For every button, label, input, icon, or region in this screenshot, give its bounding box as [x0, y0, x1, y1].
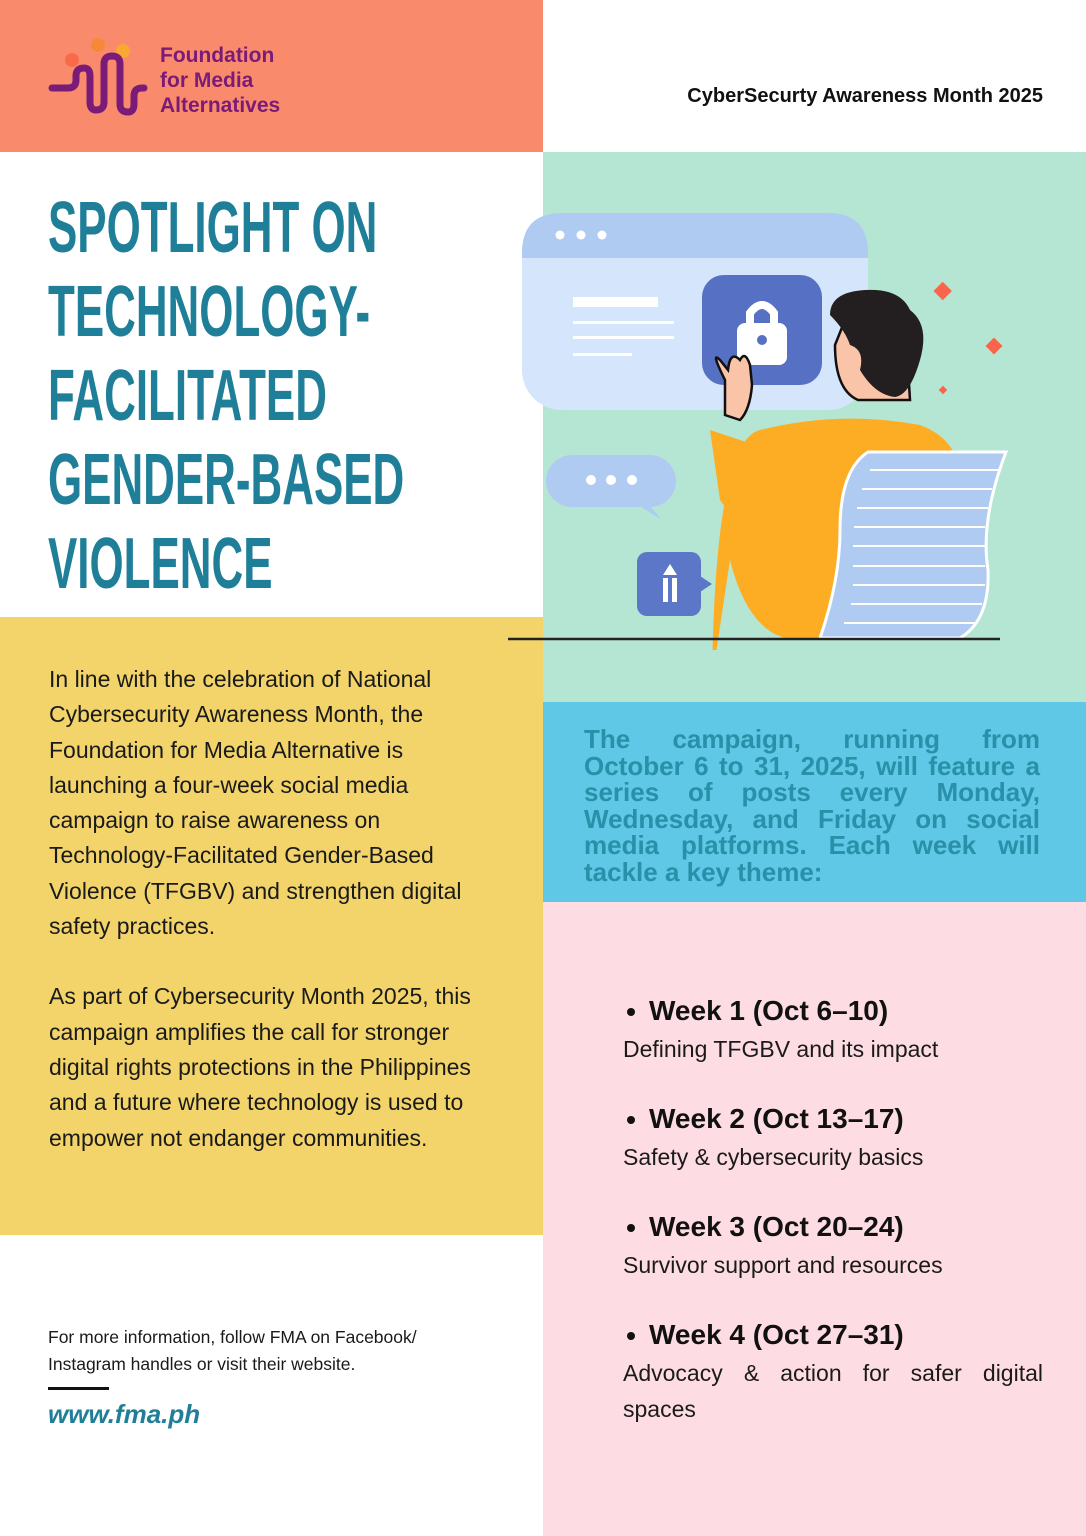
campaign-text: The campaign, running from October 6 to … — [584, 724, 1040, 887]
logo-text: Foundation for Media Alternatives — [160, 44, 281, 117]
security-illustration — [508, 213, 1009, 650]
header-banner: Foundation for Media Alternatives — [0, 0, 543, 152]
website-link[interactable]: www.fma.ph — [48, 1399, 201, 1429]
week-item: Week 2 (Oct 13–17) Safety & cybersecurity… — [623, 1101, 1043, 1175]
page-title: SPOTLIGHT ON TECHNOLOGY- FACILITATED GEN… — [48, 188, 405, 604]
weeks-list: Week 1 (Oct 6–10) Defining TFGBV and its … — [623, 993, 1043, 1427]
week-item: Week 1 (Oct 6–10) Defining TFGBV and its … — [623, 993, 1043, 1067]
divider — [48, 1387, 109, 1390]
weeks-panel — [543, 902, 1086, 1536]
fma-logo-icon — [48, 38, 148, 116]
campaign-panel — [543, 702, 1086, 902]
week-item: Week 4 (Oct 27–31) Advocacy & action for … — [623, 1319, 1043, 1422]
intro-panel — [0, 617, 543, 1235]
more-info-text: For more information, follow FMA on Face… — [48, 1327, 417, 1374]
event-title: CyberSecurty Awareness Month 2025 — [687, 85, 1043, 107]
footer: For more information, follow FMA on Face… — [48, 1324, 468, 1430]
intro-paragraph-2: As part of Cybersecurity Month 2025, thi… — [49, 983, 471, 1151]
pencil-icon — [637, 552, 701, 616]
intro-paragraph-1: In line with the celebration of National… — [49, 666, 462, 940]
intro-text: In line with the celebration of National… — [49, 662, 489, 1156]
week-item: Week 3 (Oct 20–24) Survivor support and r… — [623, 1209, 1043, 1283]
